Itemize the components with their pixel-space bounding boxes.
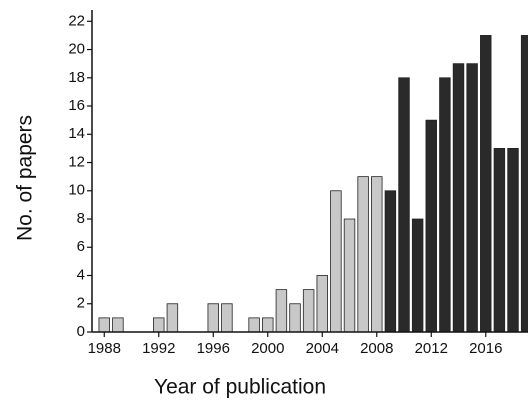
bar <box>330 190 342 333</box>
bar <box>480 35 492 333</box>
y-tick-label: 16 <box>68 97 85 114</box>
bar <box>262 317 274 333</box>
x-tick-label: 1988 <box>88 340 121 357</box>
x-tick-label: 2000 <box>251 340 284 357</box>
bar <box>371 176 383 333</box>
y-tick-label: 4 <box>77 266 85 283</box>
y-tick-label: 6 <box>77 238 85 255</box>
bar <box>343 218 356 333</box>
y-tick-label: 2 <box>77 295 85 312</box>
bar <box>275 289 288 333</box>
bar <box>507 148 519 333</box>
bar <box>398 77 410 333</box>
y-tick-label: 20 <box>68 41 85 58</box>
bar <box>207 303 219 333</box>
bar <box>384 190 397 333</box>
bar <box>166 303 179 333</box>
y-tick-label: 14 <box>68 125 85 142</box>
bar <box>221 303 233 333</box>
bar <box>411 218 424 333</box>
y-tick-label: 22 <box>68 12 85 29</box>
x-tick-label: 1992 <box>142 340 175 357</box>
bar <box>452 63 465 333</box>
bar <box>302 289 315 333</box>
y-axis-title: No. of papers <box>14 115 37 241</box>
y-tick-label: 10 <box>68 182 85 199</box>
bar <box>112 317 124 333</box>
bar <box>357 176 369 333</box>
bar <box>153 317 165 333</box>
x-tick-label: 2008 <box>360 340 393 357</box>
bar <box>316 275 328 333</box>
y-tick-label: 0 <box>77 323 85 340</box>
bar <box>493 148 506 333</box>
bar <box>289 303 301 333</box>
bar <box>466 63 478 333</box>
bar <box>98 317 110 333</box>
bar <box>520 35 528 333</box>
bar <box>425 119 437 333</box>
x-tick-label: 2004 <box>306 340 339 357</box>
x-axis-title: Year of publication <box>154 376 326 399</box>
y-tick-label: 18 <box>68 69 85 86</box>
y-tick-label: 8 <box>77 210 85 227</box>
x-tick-label: 1996 <box>197 340 230 357</box>
x-tick-label: 2016 <box>469 340 502 357</box>
bar <box>439 77 451 333</box>
y-tick-label: 12 <box>68 153 85 170</box>
x-tick-label: 2012 <box>415 340 448 357</box>
bar <box>248 317 260 333</box>
